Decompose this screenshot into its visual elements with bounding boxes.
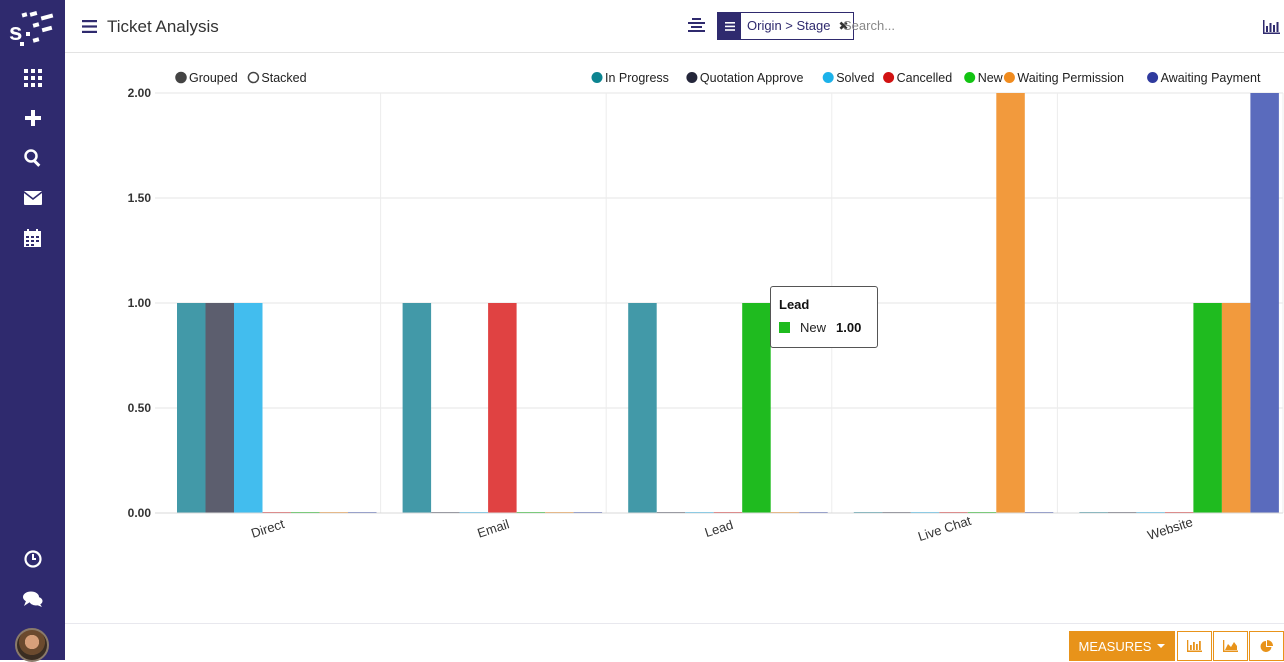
plus-icon[interactable] [0, 108, 65, 128]
facet-label: Origin > Stage [741, 13, 835, 39]
legend-item[interactable]: Cancelled [897, 71, 953, 85]
y-tick-label: 1.50 [128, 191, 152, 205]
legend-item[interactable]: In Progress [605, 71, 669, 85]
page-title: Ticket Analysis [107, 17, 219, 36]
bar-chart: 0.00 0.50 1.00 1.50 2.00 Direct Email Lead Live … [128, 71, 1284, 544]
legend-item[interactable]: Waiting Permission [1017, 71, 1124, 85]
bar [234, 303, 263, 513]
x-tick-label: Email [475, 516, 511, 540]
radio-unselected-icon [247, 71, 260, 84]
tooltip-label: New [800, 320, 827, 335]
x-tick-label: Website [1146, 514, 1195, 543]
pie-chart-button[interactable] [1249, 631, 1284, 661]
sidebar: s [0, 0, 65, 662]
apps-grid-icon[interactable] [0, 68, 65, 88]
pie-chart-icon [1260, 639, 1273, 652]
search-input[interactable] [843, 12, 1043, 38]
bar [205, 303, 234, 513]
line-chart-button[interactable] [1213, 631, 1248, 661]
chat-icon[interactable] [0, 589, 65, 609]
bar [1193, 303, 1222, 513]
mode-option-grouped[interactable]: Grouped [189, 71, 238, 85]
bar [1221, 303, 1251, 513]
tooltip-value: 1.00 [836, 320, 862, 335]
tooltip-row: New 1.00 [779, 320, 877, 335]
chart-tooltip: Lead New 1.00 [770, 286, 878, 348]
legend-swatch [591, 72, 603, 83]
search-icon[interactable] [0, 148, 65, 168]
legend-swatch [964, 72, 976, 83]
y-tick-label: 0.00 [128, 506, 152, 520]
legend-swatch [1147, 72, 1159, 83]
x-tick-label: Live Chat [916, 513, 973, 544]
bottom-bar: MEASURES [65, 623, 1284, 661]
graph-view-icon[interactable] [1263, 20, 1280, 39]
search-facet[interactable]: Origin > Stage ✖ [717, 12, 854, 40]
bar [488, 303, 517, 513]
measures-button[interactable]: MEASURES [1069, 631, 1175, 661]
legend-swatch [1003, 72, 1015, 83]
mode-option-stacked[interactable]: Stacked [261, 71, 306, 85]
user-avatar[interactable] [15, 628, 49, 662]
x-tick-label: Direct [249, 516, 286, 541]
app-logo[interactable]: s [8, 8, 58, 55]
legend-item[interactable]: Solved [836, 71, 874, 85]
svg-text:s: s [9, 19, 22, 46]
legend-item[interactable]: Quotation Approve [700, 71, 804, 85]
bar [177, 303, 206, 513]
legend-item[interactable]: Awaiting Payment [1161, 71, 1261, 85]
bar [402, 303, 432, 513]
group-by-icon [718, 13, 741, 39]
filter-toggle-icon[interactable] [688, 18, 705, 38]
legend-swatch [822, 72, 834, 83]
legend-item[interactable]: New [978, 71, 1004, 85]
x-tick-label: Lead [703, 517, 735, 540]
bar [742, 303, 771, 513]
bar-chart-button[interactable] [1177, 631, 1212, 661]
legend-swatch [883, 72, 895, 83]
area-chart-icon [1223, 640, 1238, 652]
y-tick-label: 1.00 [128, 296, 152, 310]
top-bar: Ticket Analysis Origin > Stage ✖ [65, 0, 1284, 53]
caret-down-icon [1157, 644, 1166, 648]
mail-icon[interactable] [0, 188, 65, 208]
measures-label: MEASURES [1078, 638, 1152, 654]
tooltip-swatch [779, 322, 790, 333]
bar-chart-icon [1187, 640, 1202, 652]
clock-icon[interactable] [0, 549, 65, 569]
tooltip-title: Lead [779, 297, 810, 312]
hamburger-menu-icon[interactable] [82, 20, 97, 38]
radio-selected-icon [175, 71, 187, 84]
bar [628, 303, 657, 513]
bar [1250, 93, 1279, 513]
bar [996, 93, 1025, 513]
graph-view: 0.00 0.50 1.00 1.50 2.00 Direct Email Lead Live … [65, 53, 1284, 623]
y-tick-label: 0.50 [128, 401, 152, 415]
y-tick-label: 2.00 [128, 86, 152, 100]
legend-swatch [686, 72, 698, 83]
calendar-icon[interactable] [0, 228, 65, 248]
